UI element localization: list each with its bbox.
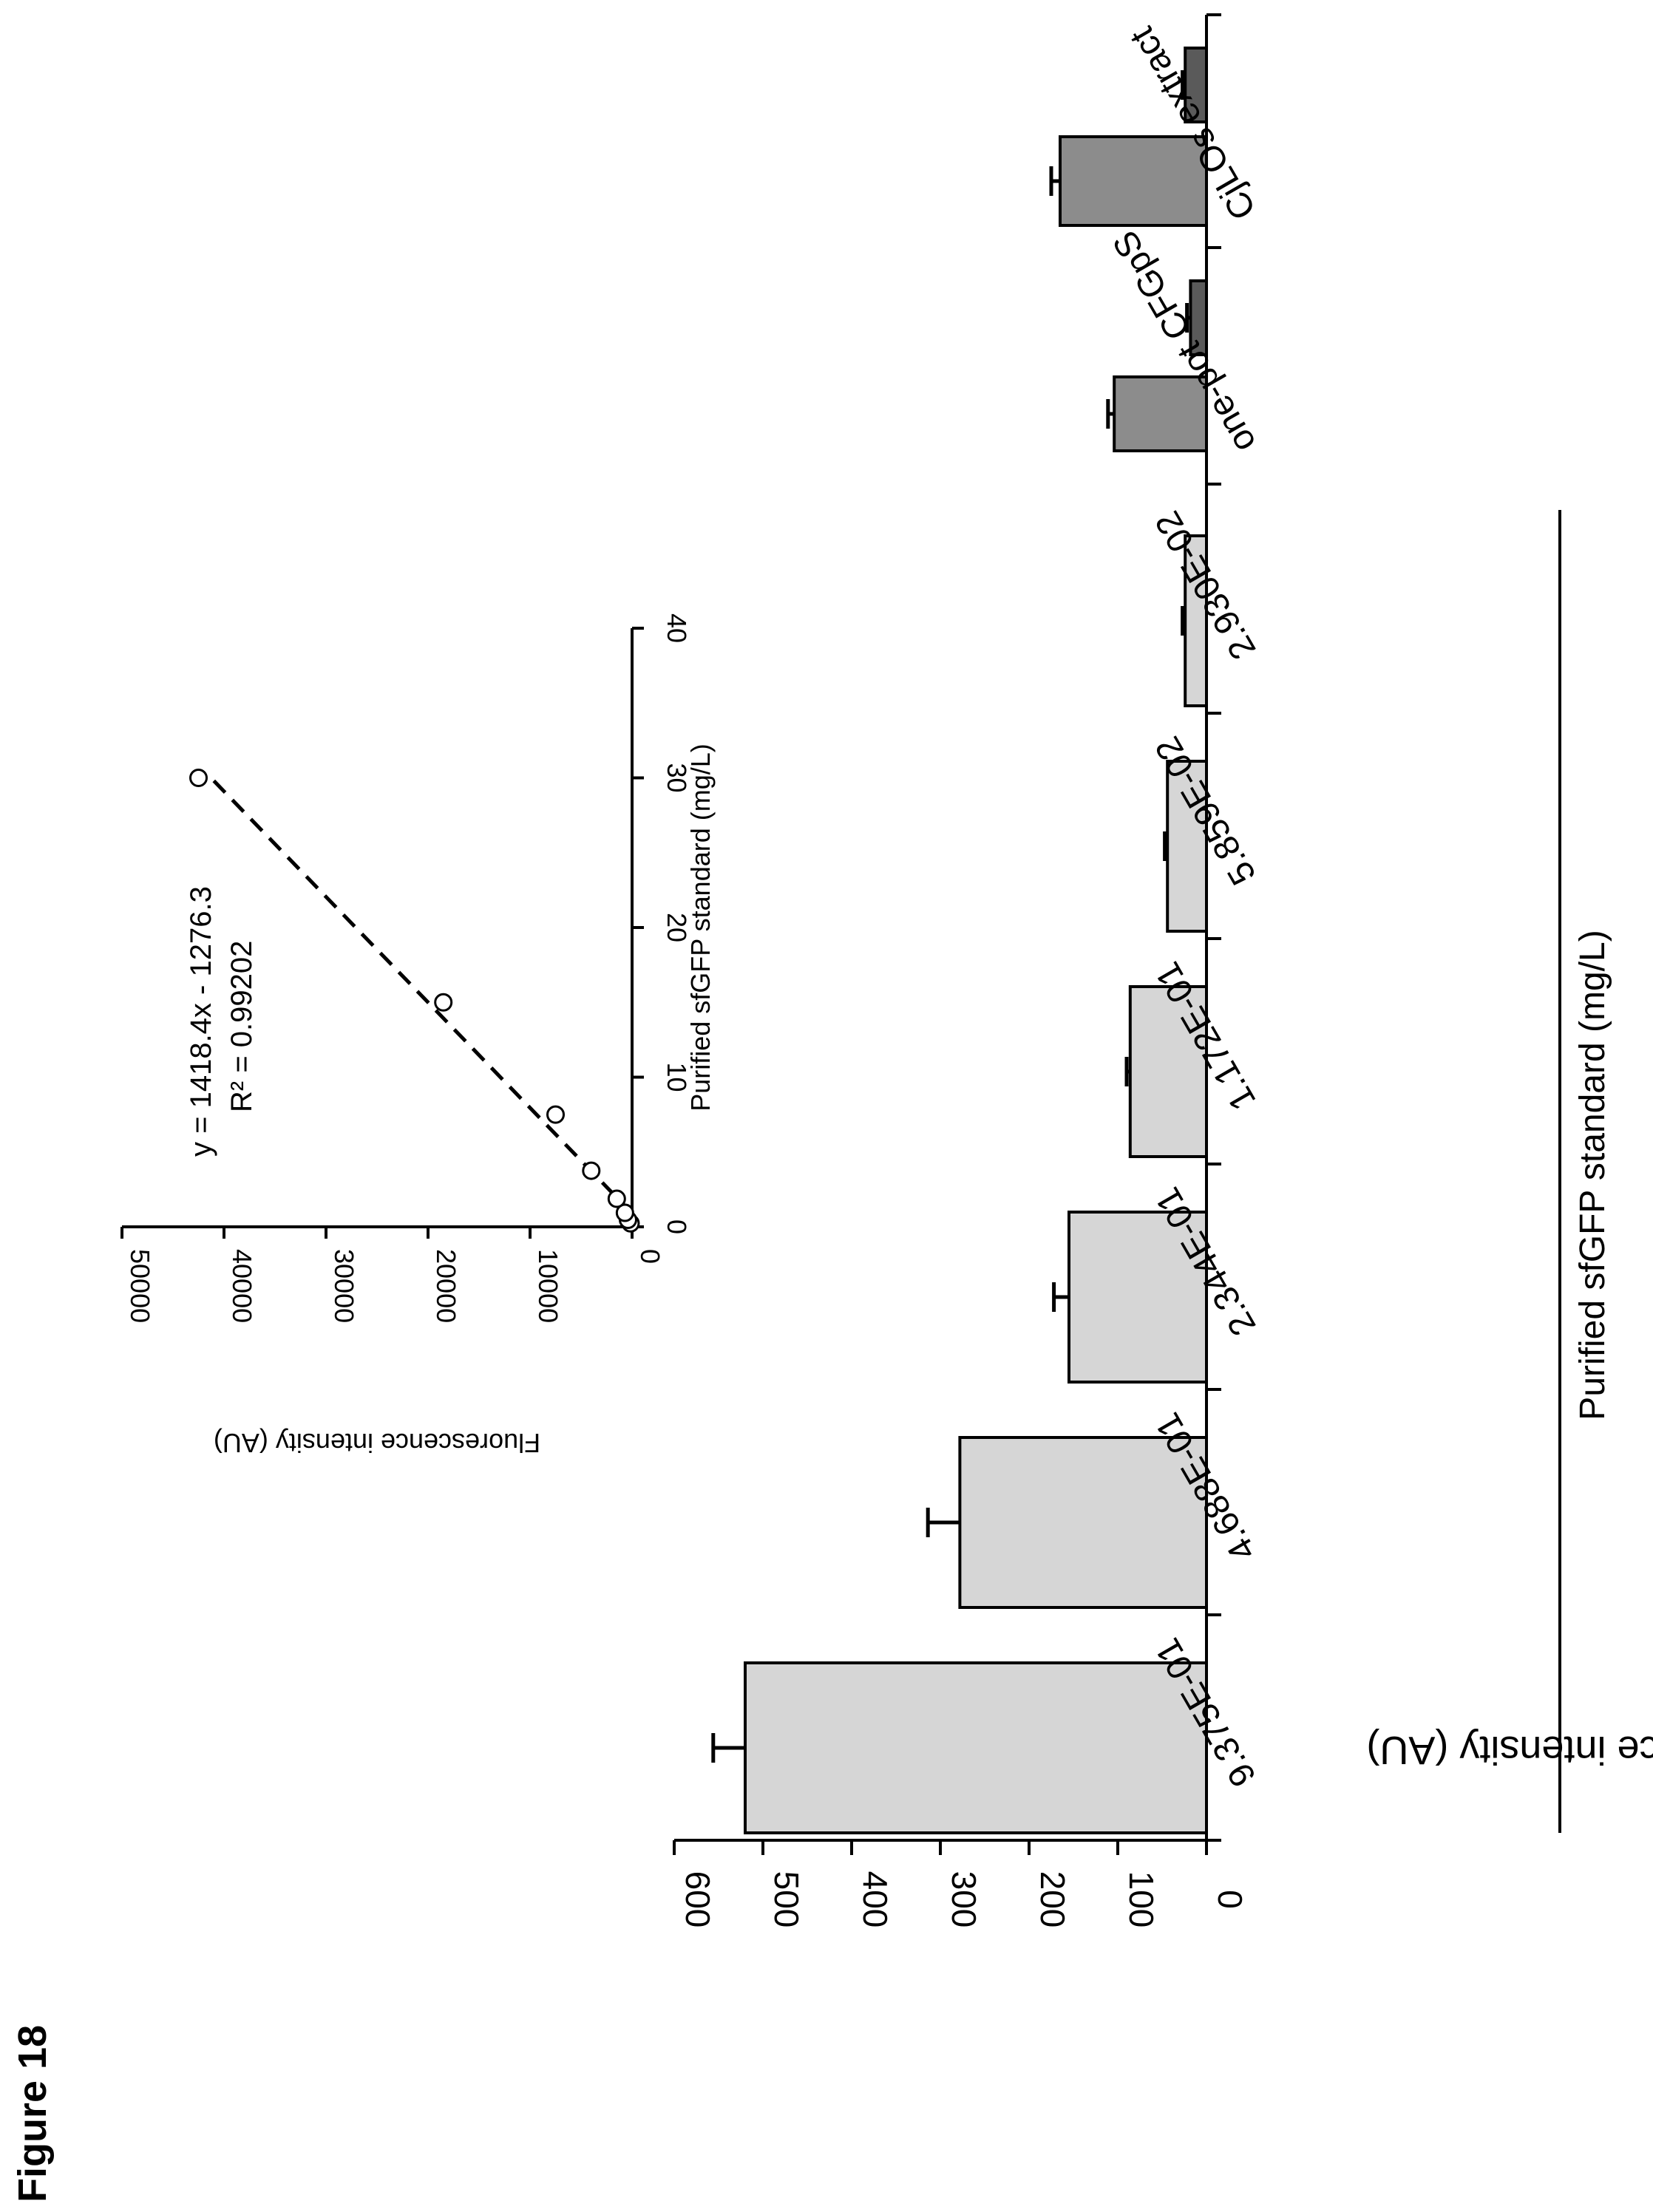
value-tick-label: 400 bbox=[856, 1871, 895, 1928]
inset-fit-line bbox=[209, 776, 634, 1215]
inset-x-tick-label: 40 bbox=[662, 613, 692, 643]
value-tick-label: 0 bbox=[1211, 1890, 1249, 1909]
inset-x-tick-label: 30 bbox=[662, 763, 692, 792]
bar bbox=[1059, 135, 1208, 227]
group-label: Purified sfGFP standard (mg/L) bbox=[1573, 930, 1612, 1420]
inset-data-point bbox=[582, 1161, 601, 1180]
inset-x-tick-label: 10 bbox=[662, 1062, 692, 1092]
bar bbox=[1113, 375, 1208, 452]
inset-y-tick-label: 30000 bbox=[329, 1249, 359, 1323]
bar bbox=[1184, 534, 1208, 707]
inset-y-axis-label: Fluorescence intensity (AU) bbox=[214, 1428, 540, 1458]
value-tick-label: 600 bbox=[679, 1871, 717, 1928]
inset-data-point bbox=[434, 993, 453, 1012]
bar-chart: 0 100 200 300 400 500 600 Fluorescence intensit… bbox=[673, 13, 1653, 1928]
inset-scatter-chart: 0 10 20 30 40 0 10000 20000 30000 40000 50000 Purif… bbox=[121, 613, 716, 1458]
inset-y-tick-label: 40000 bbox=[227, 1249, 257, 1323]
bar bbox=[1068, 1211, 1208, 1384]
inset-y-tick-label: 0 bbox=[635, 1249, 665, 1264]
inset-data-point bbox=[189, 769, 208, 787]
inset-r-squared: R² = 0.99202 bbox=[225, 941, 258, 1112]
figure-label-box: Figure 18 bbox=[0, 0, 89, 2208]
inset-data-point bbox=[615, 1203, 634, 1222]
value-tick-label: 200 bbox=[1033, 1871, 1072, 1928]
value-tick-label: 500 bbox=[767, 1871, 806, 1928]
inset-fit-equation: y = 1418.4x - 1276.3 bbox=[185, 886, 217, 1157]
figure-label-svg: Figure 18 bbox=[10, 2025, 55, 2202]
inset-data-point bbox=[607, 1189, 626, 1208]
value-tick-label: 100 bbox=[1122, 1871, 1161, 1928]
value-tick-label: 300 bbox=[945, 1871, 983, 1928]
inset-x-tick-label: 0 bbox=[662, 1219, 692, 1234]
figure-label: Figure 18 bbox=[10, 2025, 55, 2202]
inset-x-tick-label: 20 bbox=[662, 913, 692, 942]
inset-x-axis-label: Purified sfGFP standard (mg/L) bbox=[685, 743, 716, 1112]
value-axis-label: Fluorescence intensity (AU) bbox=[1366, 1728, 1653, 1772]
inset-y-tick-label: 10000 bbox=[533, 1249, 563, 1323]
inset-data-point bbox=[546, 1105, 565, 1124]
bar bbox=[744, 1661, 1208, 1834]
inset-y-tick-label: 20000 bbox=[431, 1249, 461, 1323]
inset-y-tick-label: 50000 bbox=[125, 1249, 155, 1323]
